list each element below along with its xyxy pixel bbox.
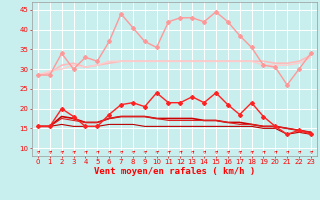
X-axis label: Vent moyen/en rafales ( km/h ): Vent moyen/en rafales ( km/h ) — [94, 167, 255, 176]
